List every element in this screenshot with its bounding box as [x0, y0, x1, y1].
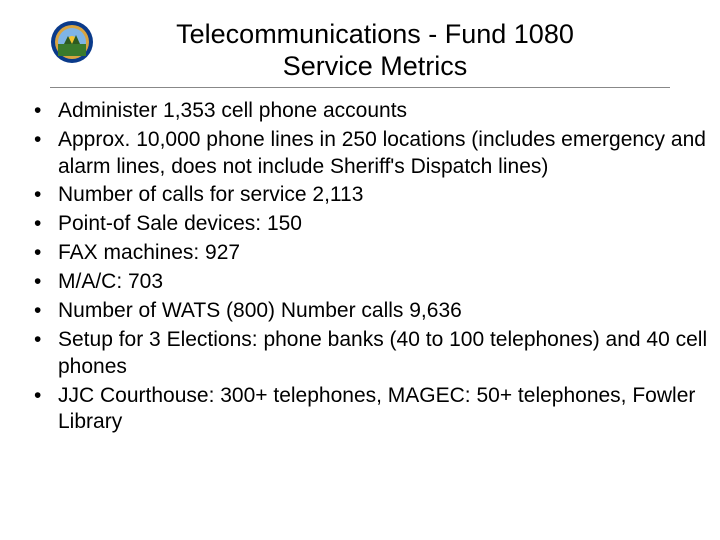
slide: Telecommunications - Fund 1080 Service M…: [0, 0, 720, 540]
list-item: • Number of calls for service 2,113: [32, 182, 710, 209]
county-seal-icon: [50, 20, 94, 64]
list-item: • M/A/C: 703: [32, 269, 710, 296]
list-item: • Approx. 10,000 phone lines in 250 locat…: [32, 127, 710, 181]
title-line-1: Telecommunications - Fund 1080: [176, 19, 574, 49]
list-item: • Number of WATS (800) Number calls 9,636: [32, 298, 710, 325]
bullet-text: Administer 1,353 cell phone accounts: [58, 99, 407, 122]
bullet-icon: •: [34, 298, 41, 325]
bullet-icon: •: [34, 98, 41, 125]
list-item: • FAX machines: 927: [32, 240, 710, 267]
bullet-text: Setup for 3 Elections: phone banks (40 t…: [58, 328, 707, 378]
bullet-list: • Administer 1,353 cell phone accounts • A…: [0, 88, 720, 437]
bullet-icon: •: [34, 327, 41, 354]
bullet-text: Approx. 10,000 phone lines in 250 locati…: [58, 128, 706, 178]
bullet-text: FAX machines: 927: [58, 241, 240, 264]
slide-title: Telecommunications - Fund 1080 Service M…: [50, 18, 700, 83]
list-item: • Setup for 3 Elections: phone banks (40 …: [32, 327, 710, 381]
list-item: • Point-of Sale devices: 150: [32, 211, 710, 238]
bullet-text: JJC Courthouse: 300+ telephones, MAGEC: …: [58, 384, 695, 434]
bullet-icon: •: [34, 269, 41, 296]
bullet-icon: •: [34, 240, 41, 267]
bullet-text: Number of calls for service 2,113: [58, 183, 363, 206]
bullet-icon: •: [34, 127, 41, 154]
bullet-text: M/A/C: 703: [58, 270, 163, 293]
title-line-2: Service Metrics: [283, 51, 468, 81]
bullet-text: Number of WATS (800) Number calls 9,636: [58, 299, 462, 322]
bullet-text: Point-of Sale devices: 150: [58, 212, 302, 235]
list-item: • JJC Courthouse: 300+ telephones, MAGEC:…: [32, 383, 710, 437]
bullet-icon: •: [34, 211, 41, 238]
slide-header: Telecommunications - Fund 1080 Service M…: [0, 18, 720, 83]
bullet-icon: •: [34, 383, 41, 410]
bullet-icon: •: [34, 182, 41, 209]
list-item: • Administer 1,353 cell phone accounts: [32, 98, 710, 125]
